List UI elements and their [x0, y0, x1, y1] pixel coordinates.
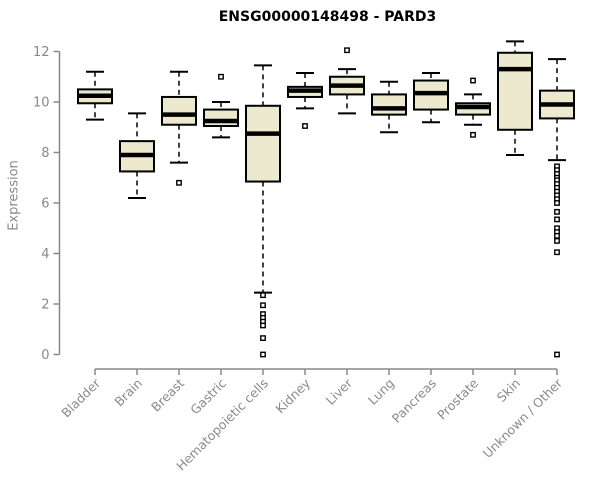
x-tick-label: Skin: [494, 376, 523, 405]
outlier-point: [344, 47, 350, 54]
outlier-point: [260, 335, 266, 341]
outlier-point: [554, 208, 560, 215]
outlier-point: [218, 73, 224, 80]
box-rect: [203, 108, 239, 127]
y-tick-label: 4: [41, 247, 49, 262]
chart-title: ENSG00000148498 - PARD3: [218, 9, 437, 25]
outlier-point: [260, 302, 266, 309]
y-tick-label: 6: [41, 197, 49, 212]
outlier-point: [554, 232, 560, 239]
x-tick-label: Unknown / Other: [480, 375, 566, 461]
outlier-point: [554, 351, 560, 358]
outlier-point: [470, 77, 476, 84]
outlier-point: [554, 237, 560, 244]
x-tick-label: Pancreas: [389, 376, 439, 426]
x-tick-label: Bladder: [58, 375, 103, 420]
y-tick-label: 0: [41, 348, 49, 363]
outlier-point: [260, 351, 266, 358]
x-tick-label: Liver: [323, 375, 356, 408]
outlier-point: [554, 249, 560, 256]
outlier-point: [302, 123, 308, 129]
x-tick-label: Breast: [148, 375, 187, 414]
y-tick-label: 10: [33, 96, 50, 111]
box-rect: [371, 93, 407, 116]
outlier-point: [554, 216, 560, 223]
box-rect: [161, 95, 197, 126]
y-tick-label: 8: [41, 146, 49, 161]
y-tick-label: 12: [33, 45, 50, 60]
outlier-point: [176, 179, 182, 186]
x-tick-label: Gastric: [187, 375, 229, 417]
x-tick-label: Kidney: [272, 375, 313, 416]
box-rect: [245, 104, 281, 183]
box-rect: [497, 51, 533, 131]
outlier-point: [554, 200, 560, 206]
outlier-point: [470, 131, 476, 138]
outlier-point: [260, 322, 266, 329]
outlier-point: [260, 292, 266, 299]
y-tick-label: 2: [41, 298, 49, 313]
x-tick-label: Prostate: [434, 375, 481, 422]
x-tick-label: Brain: [111, 376, 145, 410]
x-tick-label: Lung: [365, 376, 397, 408]
